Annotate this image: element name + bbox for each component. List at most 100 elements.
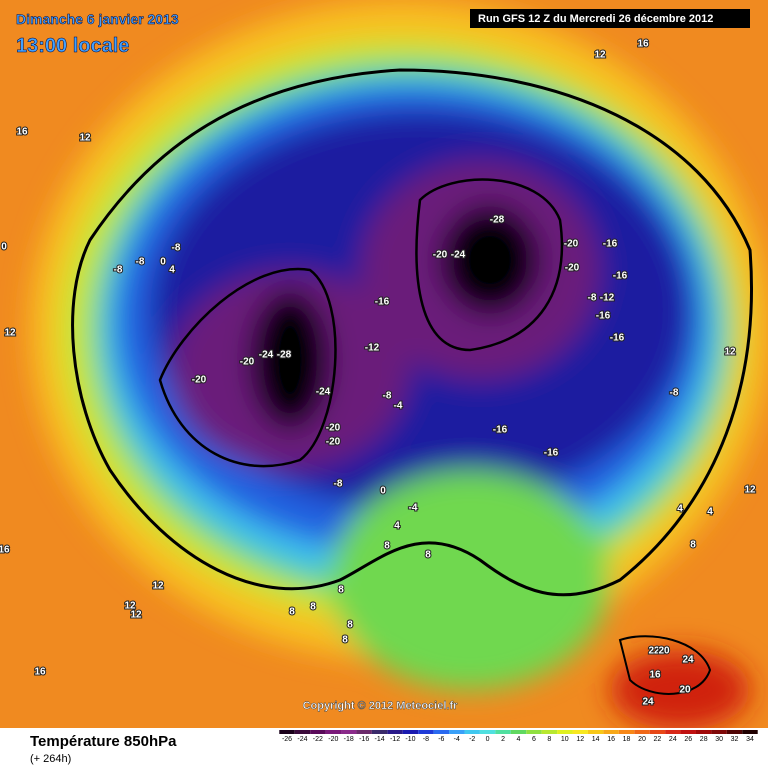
contour-label: 12 [124, 601, 136, 612]
legend-swatch [649, 730, 666, 734]
contour-label: -28 [490, 215, 505, 226]
color-legend: -26 -24 -22 -20 -18 -16 -14 -12 -10 -8 -6 -4 -2 0 2 4 6 8… [279, 730, 758, 743]
contour-label: -20 [564, 239, 579, 250]
contour-label: -16 [610, 333, 625, 344]
contour-label: 8 [342, 635, 348, 646]
contour-label: 16 [0, 545, 10, 556]
contour-label: 12 [79, 133, 91, 144]
copyright: Copyright © 2012 Meteociel.fr [303, 700, 459, 712]
legend-swatch [695, 730, 712, 734]
legend-tick: -12 [390, 736, 400, 743]
contour-label: 8 [347, 620, 353, 631]
legend-tick: 18 [623, 736, 631, 743]
run-box [470, 9, 750, 28]
contour-label: 8 [384, 541, 390, 552]
contour-label: -4 [394, 401, 403, 412]
contour-label: -4 [409, 503, 418, 514]
legend-tick: 30 [715, 736, 723, 743]
contour-label: -20 [433, 250, 448, 261]
contour-label: 8 [338, 585, 344, 596]
legend-tick: 34 [746, 736, 754, 743]
legend-swatch [279, 730, 295, 734]
legend-swatch [526, 730, 542, 734]
legend-tick: 28 [700, 736, 708, 743]
legend-swatch [572, 730, 588, 734]
contour-label: -20 [240, 357, 255, 368]
contour-label: 12 [152, 581, 164, 592]
contour-label: -12 [365, 343, 380, 354]
legend-tick: 6 [532, 736, 536, 743]
contour-label: 12 [594, 50, 606, 61]
map-field [0, 0, 768, 730]
contour-label: -24 [316, 387, 331, 398]
contour-label: -12 [600, 293, 615, 304]
contour-label: 8 [310, 602, 316, 613]
contour-label: 16 [637, 39, 649, 50]
legend-tick: -26 [282, 736, 292, 743]
legend-tick: -16 [359, 736, 369, 743]
legend-swatch [711, 730, 727, 734]
contour-label: -8 [172, 243, 181, 254]
legend-swatch [325, 730, 342, 734]
legend-tick: 10 [561, 736, 569, 743]
legend-swatch [742, 730, 758, 734]
legend-tick: 2 [501, 736, 505, 743]
contour-label: 20 [679, 685, 691, 696]
header-time: 13:00 locale [16, 35, 129, 57]
legend-tick: -8 [423, 736, 429, 743]
contour-label: -24 [259, 350, 274, 361]
legend-tick: -2 [469, 736, 475, 743]
footer-bg [0, 728, 768, 768]
legend-tick: 0 [486, 736, 490, 743]
legend-swatch [587, 730, 604, 734]
contour-label: 16 [649, 670, 661, 681]
contour-label: -16 [613, 271, 628, 282]
contour-label: 8 [690, 540, 696, 551]
legend-swatch [541, 730, 558, 734]
legend-tick: -4 [454, 736, 460, 743]
contour-label: -16 [375, 297, 390, 308]
legend-tick: 8 [547, 736, 551, 743]
header-date: Dimanche 6 janvier 2013 [16, 11, 179, 27]
legend-tick: 12 [576, 736, 584, 743]
legend-tick: -22 [313, 736, 323, 743]
legend-tick: 22 [654, 736, 662, 743]
contour-label: 16 [16, 127, 28, 138]
contour-label: 12 [724, 347, 736, 358]
legend-tick: 32 [731, 736, 739, 743]
legend-swatch [603, 730, 619, 734]
legend-swatch [618, 730, 635, 734]
contour-label: 16 [34, 667, 46, 678]
contour-label: 0 [160, 257, 166, 268]
contour-label: 0 [1, 242, 7, 253]
contour-label: -16 [544, 448, 559, 459]
legend-swatch [310, 730, 326, 734]
footer-subtitle: (+ 264h) [30, 753, 71, 765]
contour-label: -8 [670, 388, 679, 399]
legend-tick: -18 [344, 736, 354, 743]
legend-tick: -14 [375, 736, 385, 743]
contour-label: -16 [603, 239, 618, 250]
contour-label: -20 [192, 375, 207, 386]
contour-label: 4 [169, 265, 175, 276]
legend-swatch [402, 730, 419, 734]
contour-label: 4 [394, 521, 400, 532]
legend-swatch [510, 730, 527, 734]
contour-label: -20 [326, 437, 341, 448]
contour-label: -8 [334, 479, 343, 490]
contour-label: 12 [130, 610, 142, 621]
legend-swatch [449, 730, 465, 734]
legend-tick: 26 [684, 736, 692, 743]
contour-label: 12 [744, 485, 756, 496]
legend-swatch [665, 730, 681, 734]
legend-swatch [387, 730, 403, 734]
legend-swatch [634, 730, 650, 734]
legend-swatch [418, 730, 434, 734]
contour-label: -8 [114, 265, 123, 276]
legend-swatch [479, 730, 496, 734]
legend-tick: 14 [592, 736, 600, 743]
contour-label: -8 [383, 391, 392, 402]
legend-swatch [726, 730, 743, 734]
